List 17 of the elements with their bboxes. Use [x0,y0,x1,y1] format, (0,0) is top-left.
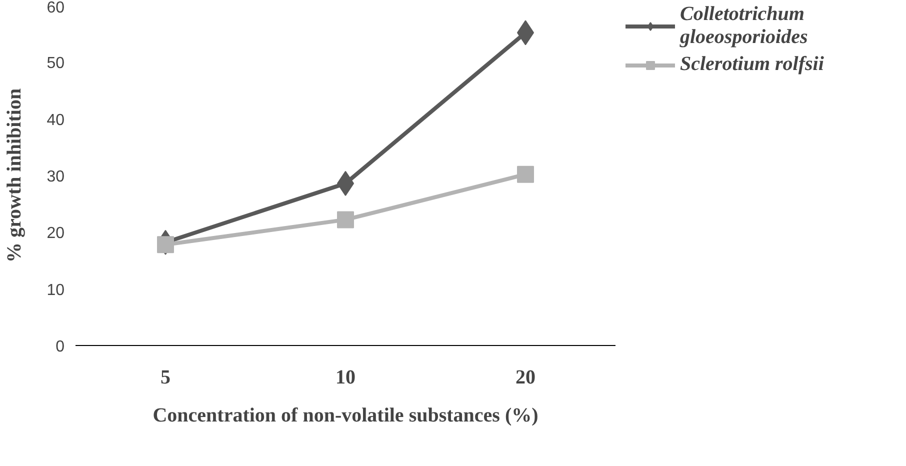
x-axis-title: Concentration of non-volatile substances (%) [152,404,538,426]
legend-label: Sclerotium rolfsii [680,53,824,76]
legend-label: Colletotrichum gloeosporioides [680,4,808,49]
y-tick-label: 50 [46,55,65,72]
y-tick-label: 40 [46,112,65,129]
point [517,166,534,183]
point [337,211,354,228]
y-tick-label: 0 [56,338,65,356]
x-tick-label: 20 [516,366,536,388]
y-tick-label: 60 [46,0,65,16]
y-tick-label: 10 [46,282,65,299]
y-axis-title: % growth inhibition [4,88,26,263]
y-tick-label: 20 [46,225,65,242]
point [157,236,174,254]
y-tick-label: 30 [46,168,65,186]
x-tick-label: 5 [160,366,170,388]
x-tick-label: 10 [336,366,356,388]
